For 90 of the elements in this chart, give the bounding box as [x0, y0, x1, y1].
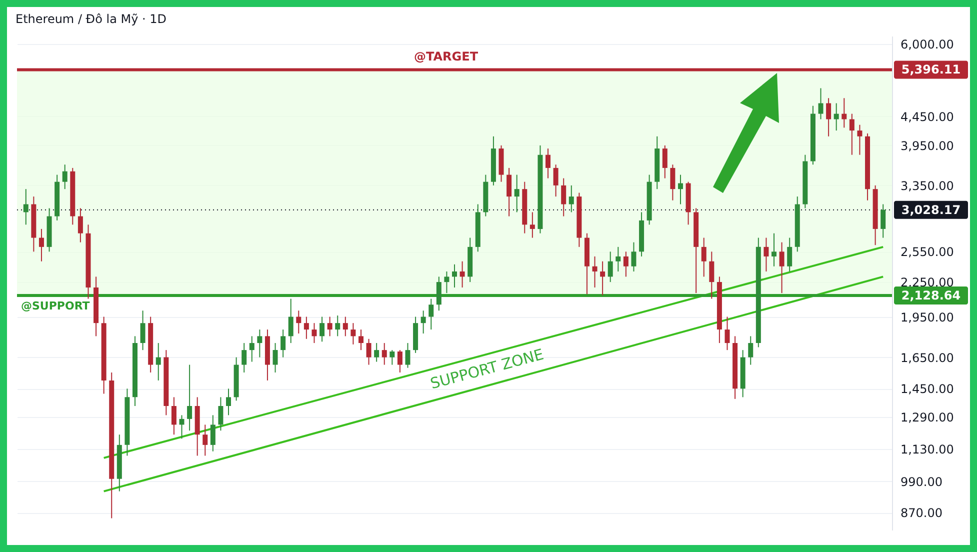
candlestick	[748, 336, 754, 366]
candlestick	[390, 350, 395, 366]
candlestick	[662, 144, 668, 179]
candlestick	[374, 342, 380, 362]
candlestick	[787, 237, 792, 272]
candlestick	[257, 329, 262, 358]
candlestick	[312, 322, 317, 344]
candlestick	[514, 174, 520, 213]
candlestick	[62, 164, 68, 190]
chart-title: Ethereum / Đô la Mỹ · 1D	[16, 12, 167, 26]
candlestick	[608, 251, 613, 283]
candlestick	[140, 310, 146, 351]
candlestick	[623, 251, 628, 278]
candlestick	[405, 342, 410, 368]
candlestick	[444, 270, 450, 294]
ref-line-label: @TARGET	[414, 50, 479, 64]
candlestick	[218, 396, 224, 432]
candlestick	[818, 88, 824, 120]
candlestick	[826, 98, 832, 137]
candlestick	[327, 316, 332, 337]
y-tick-label: 990.00	[900, 474, 942, 489]
candlestick	[452, 264, 457, 288]
candlestick	[23, 188, 28, 226]
candlestick	[358, 329, 364, 351]
y-tick-label: 1,130.00	[900, 442, 954, 457]
candlestick	[202, 424, 208, 456]
candlestick	[38, 228, 44, 262]
text: 3,028.17	[901, 202, 961, 217]
candlestick	[226, 388, 232, 416]
candlestick	[335, 315, 340, 337]
y-tick-label: 4,450.00	[900, 110, 954, 124]
candlestick	[397, 350, 402, 373]
candlestick	[210, 414, 216, 452]
candlestick	[280, 329, 286, 358]
ref-line-label: @SUPPORT	[21, 299, 90, 312]
candlestick	[187, 364, 192, 432]
y-tick-label: 1,290.00	[900, 410, 954, 425]
candlestick	[842, 98, 847, 128]
candlestick	[880, 204, 886, 238]
candlestick	[616, 246, 621, 272]
candlestick	[553, 164, 558, 198]
candlestick	[724, 316, 730, 351]
candlestick	[600, 260, 606, 296]
y-tick-label: 870.00	[900, 506, 942, 520]
candlestick	[249, 336, 254, 362]
y-tick-label: 3,950.00	[900, 138, 954, 153]
candlestick	[436, 276, 442, 312]
y-tick-label: 1,450.00	[900, 382, 954, 396]
candlestick	[382, 342, 387, 366]
candlestick	[546, 148, 551, 179]
y-tick-label: 1,650.00	[900, 350, 954, 365]
candlestick	[568, 184, 574, 213]
candlestick	[171, 396, 176, 436]
candlestick	[506, 167, 512, 217]
candlestick	[304, 316, 309, 340]
candlestick	[592, 256, 598, 288]
candlestick	[366, 338, 372, 366]
candlestick	[428, 298, 434, 330]
candlestick	[242, 342, 247, 373]
candlestick	[320, 316, 325, 342]
candlestick	[561, 178, 566, 217]
candlestick	[156, 342, 161, 381]
candlestick	[420, 310, 426, 334]
candlestick	[701, 237, 706, 278]
y-tick-label: 6,000.00	[900, 37, 954, 52]
y-tick-label: 3,350.00	[900, 178, 954, 193]
candlestick	[179, 414, 184, 440]
candlestick	[709, 251, 714, 300]
candlestick	[631, 242, 636, 272]
y-tick-label: 1,950.00	[900, 310, 954, 324]
candlestick	[460, 260, 465, 288]
candlestick	[849, 113, 854, 156]
candlestick	[296, 310, 302, 334]
candlestick	[678, 174, 683, 205]
candlestick	[288, 298, 294, 344]
candlestick	[78, 208, 83, 243]
candlestick	[857, 124, 862, 156]
candlestick	[834, 102, 839, 132]
candlestick	[764, 237, 769, 272]
candlestick	[779, 242, 784, 294]
y-tick-label: 2,250.00	[900, 276, 954, 290]
candlestick	[530, 212, 535, 238]
candlestick	[342, 316, 348, 337]
text: 2,128.64	[901, 288, 961, 302]
candlestick	[350, 322, 356, 345]
text: 5,396.11	[901, 62, 961, 77]
candlestick	[272, 342, 278, 373]
candlestick	[772, 232, 777, 267]
candlestick	[670, 164, 676, 201]
y-tick-label: 2,550.00	[900, 245, 954, 260]
